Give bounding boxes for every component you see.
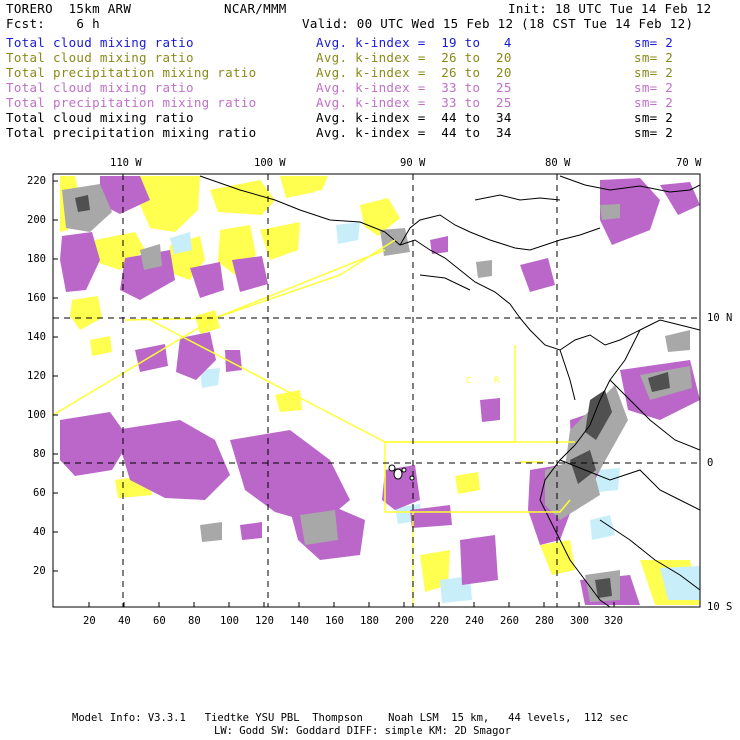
x-tick: 80 bbox=[188, 615, 201, 627]
lon-label-70w: 70 W bbox=[676, 157, 702, 169]
x-tick: 260 bbox=[500, 615, 519, 627]
legend-sm-6: sm= 2 bbox=[634, 110, 674, 125]
lon-label-100w: 100 W bbox=[254, 157, 286, 169]
region-label-c: C bbox=[466, 376, 471, 386]
y-tick: 120 bbox=[27, 370, 46, 382]
legend-field-2: Total cloud mixing ratio bbox=[6, 50, 194, 65]
forecast-hour: Fcst: 6 h bbox=[6, 16, 100, 31]
lat-label-0: 0 bbox=[707, 457, 714, 469]
legend-sm-5: sm= 2 bbox=[634, 95, 674, 110]
x-tick: 280 bbox=[535, 615, 554, 627]
physics-info: LW: Godd SW: Goddard DIFF: simple KM: 2D… bbox=[214, 725, 512, 737]
x-tick: 40 bbox=[118, 615, 131, 627]
lon-label-110w: 110 W bbox=[110, 157, 142, 169]
x-tick: 320 bbox=[604, 615, 623, 627]
map-frame bbox=[52, 173, 701, 608]
legend-kindex-2: Avg. k-index = 26 to 20 bbox=[316, 50, 512, 65]
y-tick: 20 bbox=[33, 565, 46, 577]
x-tick: 120 bbox=[255, 615, 274, 627]
legend-kindex-6: Avg. k-index = 44 to 34 bbox=[316, 110, 512, 125]
init-time: Init: 18 UTC Tue 14 Feb 12 bbox=[508, 1, 712, 16]
x-tick: 180 bbox=[360, 615, 379, 627]
x-tick: 300 bbox=[570, 615, 589, 627]
y-tick: 200 bbox=[27, 214, 46, 226]
lat-label-10n: 10 N bbox=[707, 312, 733, 324]
x-tick: 240 bbox=[465, 615, 484, 627]
legend-kindex-1: Avg. k-index = 19 to 4 bbox=[316, 35, 512, 50]
legend-field-6: Total cloud mixing ratio bbox=[6, 110, 194, 125]
x-tick: 160 bbox=[325, 615, 344, 627]
frame-ticks bbox=[53, 180, 615, 607]
legend-sm-4: sm= 2 bbox=[634, 80, 674, 95]
gray-cloud-areas bbox=[62, 184, 692, 602]
legend-field-5: Total precipitation mixing ratio bbox=[6, 95, 257, 110]
model-info: Model Info: V3.3.1 Tiedtke YSU PBL Thomp… bbox=[72, 712, 629, 724]
model-title: TORERO 15km ARW bbox=[6, 1, 132, 16]
y-tick: 160 bbox=[27, 292, 46, 304]
y-tick: 80 bbox=[33, 448, 46, 460]
lon-label-80w: 80 W bbox=[545, 157, 571, 169]
legend-sm-7: sm= 2 bbox=[634, 125, 674, 140]
valid-time: Valid: 00 UTC Wed 15 Feb 12 (18 CST Tue … bbox=[302, 16, 694, 31]
legend-field-7: Total precipitation mixing ratio bbox=[6, 125, 257, 140]
legend-kindex-3: Avg. k-index = 26 to 20 bbox=[316, 65, 512, 80]
galapagos-islands bbox=[388, 464, 415, 481]
lat-label-10s: 10 S bbox=[707, 601, 733, 613]
legend-sm-2: sm= 2 bbox=[634, 50, 674, 65]
lon-label-90w: 90 W bbox=[400, 157, 426, 169]
legend-field-1: Total cloud mixing ratio bbox=[6, 35, 194, 50]
y-tick: 220 bbox=[27, 175, 46, 187]
legend-kindex-5: Avg. k-index = 33 to 25 bbox=[316, 95, 512, 110]
darkgray-cloud-cores bbox=[75, 195, 670, 598]
legend-field-4: Total cloud mixing ratio bbox=[6, 80, 194, 95]
x-tick: 60 bbox=[153, 615, 166, 627]
organization: NCAR/MMM bbox=[224, 1, 287, 16]
x-tick: 20 bbox=[83, 615, 96, 627]
x-tick: 140 bbox=[290, 615, 309, 627]
purple-precip-areas bbox=[60, 176, 700, 605]
lat-lon-grid bbox=[53, 174, 700, 607]
y-tick: 140 bbox=[27, 331, 46, 343]
legend-field-3: Total precipitation mixing ratio bbox=[6, 65, 257, 80]
legend-sm-1: sm= 2 bbox=[634, 35, 674, 50]
legend-kindex-4: Avg. k-index = 33 to 25 bbox=[316, 80, 512, 95]
y-tick: 40 bbox=[33, 526, 46, 538]
coastlines bbox=[199, 175, 700, 607]
legend-kindex-7: Avg. k-index = 44 to 34 bbox=[316, 125, 512, 140]
yellow-cloud-areas bbox=[60, 176, 700, 605]
x-tick: 220 bbox=[430, 615, 449, 627]
region-label-r: R bbox=[494, 376, 500, 386]
lightblue-cloud-areas bbox=[170, 222, 700, 603]
y-tick: 100 bbox=[27, 409, 46, 421]
y-tick: 180 bbox=[27, 253, 46, 265]
y-tick: 60 bbox=[33, 487, 46, 499]
legend-sm-3: sm= 2 bbox=[634, 65, 674, 80]
x-tick: 200 bbox=[395, 615, 414, 627]
x-tick: 100 bbox=[220, 615, 239, 627]
